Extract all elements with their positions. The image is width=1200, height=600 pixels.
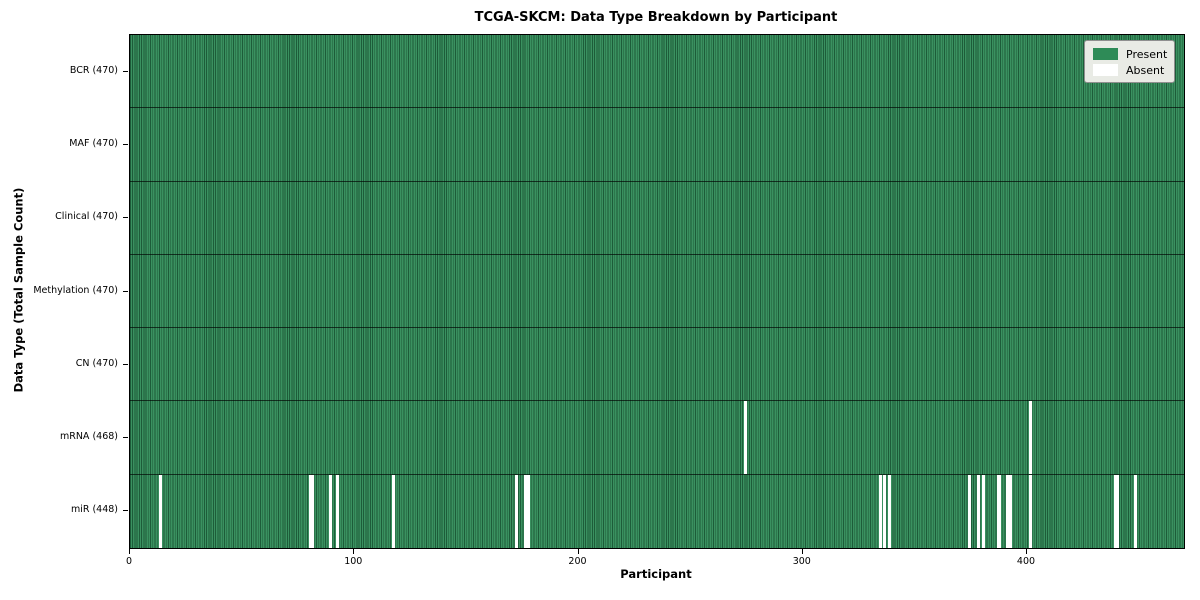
- x-tick-mark: [353, 549, 355, 554]
- y-tick-label: miR (448): [70, 504, 118, 516]
- absent-stripe: [158, 474, 162, 548]
- y-tick-mark: [123, 510, 128, 512]
- heatmap-row-miR: [130, 474, 1184, 548]
- x-tick-label: 200: [568, 556, 587, 567]
- absent-stripe: [1114, 474, 1118, 548]
- absent-stripe: [977, 474, 981, 548]
- legend-label-absent: Absent: [1126, 63, 1165, 77]
- x-tick-label: 300: [792, 556, 811, 567]
- absent-swatch-icon: [1093, 64, 1118, 76]
- absent-stripe: [526, 474, 530, 548]
- absent-stripe: [1028, 474, 1032, 548]
- y-tick-label: MAF (470): [69, 137, 118, 149]
- heatmap-row-Methylation: [130, 254, 1184, 329]
- absent-stripe: [744, 401, 748, 474]
- legend-item-absent: Absent: [1093, 63, 1166, 77]
- y-tick-mark: [123, 363, 128, 365]
- x-tick-mark: [129, 549, 130, 554]
- plot-area: [129, 34, 1185, 549]
- heatmap-row-BCR: [130, 35, 1184, 109]
- absent-stripe: [1116, 474, 1120, 548]
- x-tick-label: 400: [1016, 556, 1036, 567]
- y-tick-label: CN (470): [75, 357, 118, 369]
- absent-stripe: [524, 474, 528, 548]
- x-tick-mark: [577, 549, 579, 554]
- y-tick-label: BCR (470): [69, 64, 118, 76]
- absent-stripe: [1134, 474, 1138, 548]
- absent-stripe: [981, 474, 985, 548]
- absent-stripe: [887, 474, 891, 548]
- absent-stripe: [515, 474, 519, 548]
- absent-stripe: [335, 474, 339, 548]
- absent-stripe: [883, 474, 887, 548]
- absent-stripe: [1028, 401, 1032, 474]
- x-tick-label: 100: [344, 556, 363, 567]
- y-tick-mark: [123, 437, 128, 439]
- absent-stripe: [391, 474, 395, 548]
- absent-stripe: [1008, 474, 1012, 548]
- heatmap-row-Clinical: [130, 181, 1184, 255]
- y-tick-mark: [123, 143, 128, 145]
- absent-stripe: [309, 474, 313, 548]
- legend: Present Absent: [1084, 40, 1175, 83]
- present-swatch-icon: [1093, 48, 1118, 60]
- y-tick-mark: [123, 70, 128, 72]
- legend-label-present: Present: [1126, 47, 1168, 61]
- heatmap-row-mRNA: [130, 401, 1184, 475]
- x-tick-mark: [801, 549, 803, 554]
- absent-stripe: [997, 474, 1001, 548]
- y-tick-mark: [123, 217, 128, 219]
- y-tick-mark: [123, 290, 128, 292]
- y-tick-label: mRNA (468): [59, 431, 118, 443]
- absent-stripe: [968, 474, 972, 548]
- chart-title: TCGA-SKCM: Data Type Breakdown by Partic…: [474, 10, 838, 25]
- absent-stripe: [329, 474, 333, 548]
- heatmap-row-CN: [130, 328, 1184, 402]
- absent-stripe: [311, 474, 315, 548]
- absent-stripe: [878, 474, 882, 548]
- absent-stripe: [1006, 474, 1010, 548]
- y-tick-label: Clinical (470): [55, 211, 118, 223]
- x-axis-label: Participant: [620, 567, 692, 581]
- y-tick-label: Methylation (470): [33, 284, 118, 296]
- x-tick-label: 0: [125, 556, 133, 567]
- heatmap-row-MAF: [130, 108, 1184, 182]
- legend-item-present: Present: [1093, 47, 1168, 61]
- x-tick-mark: [1026, 549, 1027, 554]
